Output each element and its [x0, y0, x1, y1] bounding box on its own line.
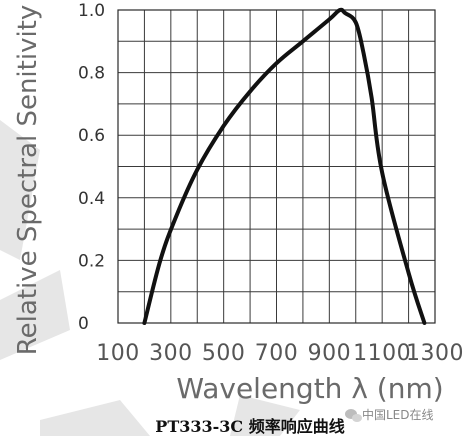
y-tick-label: 1.0 [78, 1, 105, 21]
chart-caption: PT333-3C 频率响应曲线 [155, 417, 344, 436]
x-tick-label: 900 [308, 341, 352, 366]
x-tick-label: 700 [255, 341, 299, 366]
x-axis-title: Wavelength λ (nm) [176, 372, 443, 405]
y-tick-label: 0 [78, 314, 89, 334]
y-tick-label: 0.6 [78, 126, 105, 146]
background-decoration [0, 120, 300, 436]
y-axis-title: Relative Spectral Senitivity [13, 5, 43, 356]
watermark: 中国LED在线 [345, 407, 434, 422]
x-tick-label: 300 [149, 341, 193, 366]
x-tick-label: 500 [202, 341, 246, 366]
y-tick-label: 0.2 [78, 251, 105, 271]
x-tick-label: 100 [96, 341, 140, 366]
x-tick-label: 1300 [406, 341, 464, 366]
y-tick-label: 0.8 [78, 64, 105, 84]
wechat-icon [345, 409, 362, 422]
grid [118, 10, 435, 323]
x-tick-label: 1100 [353, 341, 411, 366]
watermark-text: 中国LED在线 [362, 407, 434, 422]
y-tick-label: 0.4 [78, 189, 105, 209]
plot-frame [117, 9, 436, 324]
y-tick-labels: 0 0.2 0.4 0.6 0.8 1.0 [78, 1, 105, 334]
sensitivity-curve [142, 7, 427, 325]
